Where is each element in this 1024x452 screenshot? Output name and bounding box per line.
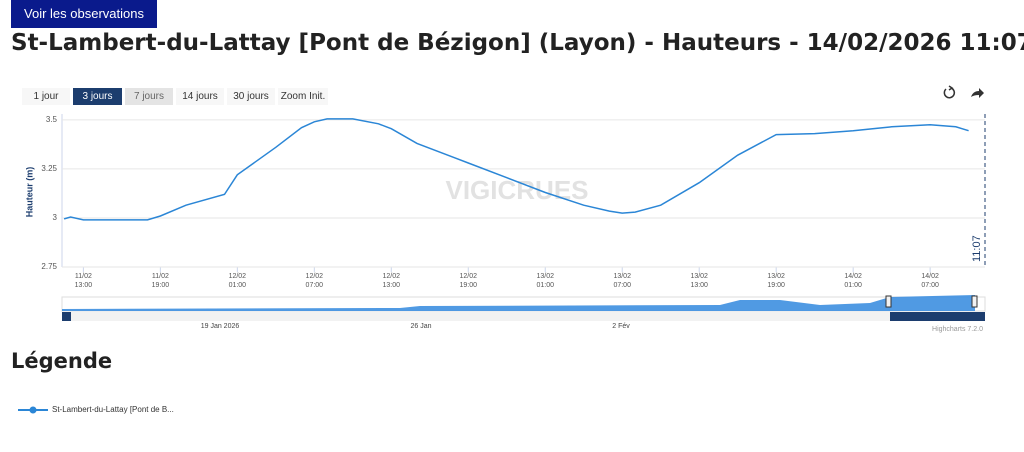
navigator-handle[interactable] [971,295,978,308]
x-tick-label: 12/02 19:00 [459,273,478,289]
refresh-icon[interactable] [943,85,956,99]
legend-entry[interactable]: St-Lambert-du-Lattay [Pont de B... [52,405,174,414]
y-axis-title: Hauteur (m) [24,167,34,218]
observations-button[interactable]: Voir les observations [11,0,157,28]
navigator-label: 26 Jan [410,323,431,330]
credits: Highcharts 7.2.0 [932,326,983,333]
scroll-right[interactable] [976,312,985,321]
x-tick-label: 11/02 13:00 [74,273,93,289]
scrollbar[interactable] [62,312,985,321]
range-button[interactable]: 7 jours [125,88,173,105]
range-button[interactable]: 30 jours [227,88,275,105]
watermark: VIGICRUES [445,175,588,205]
navigator-series [62,295,975,311]
share-icon[interactable] [971,88,984,98]
navigator-label: 19 Jan 2026 [201,323,240,330]
legend-marker [29,406,37,414]
navigator-label: 2 Fév [612,323,630,330]
scroll-thumb[interactable] [890,312,976,321]
scroll-left[interactable] [62,312,71,321]
y-tick-label: 2.75 [41,262,57,271]
x-tick-label: 14/02 07:00 [921,273,939,289]
x-tick-label: 12/02 01:00 [228,273,247,289]
y-tick-label: 3.5 [46,115,58,124]
y-tick-label: 3 [53,213,58,222]
range-button[interactable]: Zoom Init. [278,88,328,105]
data-line [63,118,969,221]
x-tick-label: 13/02 13:00 [690,273,708,289]
x-tick-label: 13/02 01:00 [536,273,555,289]
range-button[interactable]: 3 jours [73,88,122,105]
x-tick-label: 13/02 19:00 [767,273,785,289]
range-button[interactable]: 1 jour [22,88,70,105]
navigator-handle[interactable] [885,295,892,308]
x-tick-label: 13/02 07:00 [613,273,631,289]
legend-title: Légende [11,349,113,373]
x-tick-label: 11/02 19:00 [151,273,170,289]
x-tick-label: 12/02 13:00 [382,273,401,289]
range-button[interactable]: 14 jours [176,88,224,105]
now-label: 11:07 [971,235,983,262]
x-tick-label: 12/02 07:00 [305,273,324,289]
page-title: St-Lambert-du-Lattay [Pont de Bézigon] (… [11,30,1024,56]
x-tick-label: 14/02 01:00 [844,273,862,289]
y-tick-label: 3.25 [41,164,57,173]
